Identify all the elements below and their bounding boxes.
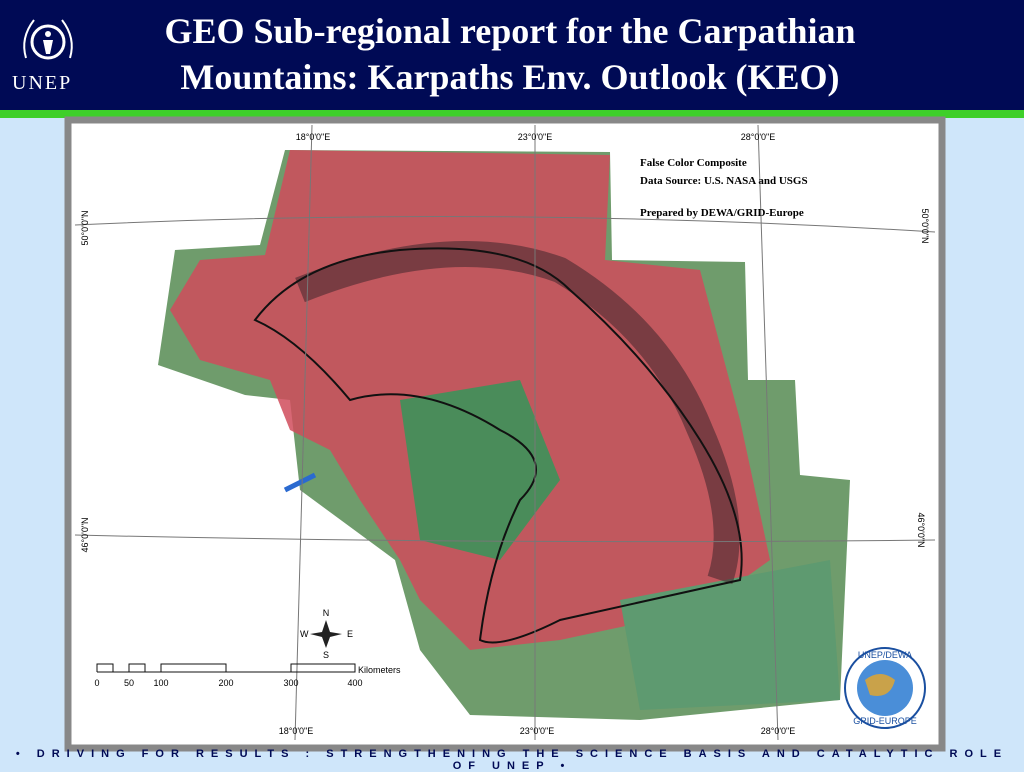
scale-label: 50	[124, 678, 134, 688]
scale-label: 300	[283, 678, 298, 688]
header: UNEP GEO Sub-regional report for the Car…	[0, 0, 1024, 110]
scale-label: 200	[218, 678, 233, 688]
legend-text: False Color Composite	[640, 157, 747, 169]
title: Mountains: Karpaths Env. Outlook (KEO)	[180, 57, 840, 97]
footer: • DRIVING FOR RESULTS : STRENGTHENING TH…	[15, 748, 1009, 772]
badge: UNEP/DEWA GRID-EUROPE	[844, 647, 926, 729]
latitude-label: 50°0'0"N	[920, 208, 930, 243]
badge-text: GRID-EUROPE	[853, 716, 917, 726]
compass-label: E	[347, 629, 353, 639]
latitude-labels: 50°0'0"N 46°0'0"N 50°0'0"N 46°0'0"N	[80, 208, 930, 552]
legend: False Color Composite Data Source: U.S. …	[640, 157, 808, 219]
longitude-label: 18°0'0"E	[279, 726, 314, 736]
latitude-label: 46°0'0"N	[80, 517, 90, 552]
graticule	[74, 124, 936, 741]
compass-label: S	[323, 650, 329, 660]
scale-label: 0	[94, 678, 99, 688]
accent-bar	[0, 110, 1024, 118]
longitude-label: 23°0'0"E	[520, 726, 555, 736]
longitude-label: 23°0'0"E	[518, 132, 553, 142]
logo-text: UNEP	[12, 72, 73, 94]
title: GEO Sub-regional report for the Carpathi…	[164, 11, 856, 51]
scale-bar: Kilometers 0 50 100 200 300 400	[94, 663, 401, 688]
imagery	[158, 150, 850, 720]
scale-label: 400	[347, 678, 362, 688]
latitude-label: 50°0'0"N	[80, 210, 90, 245]
badge-text: UNEP/DEWA	[858, 650, 912, 660]
legend-text: Data Source: U.S. NASA and USGS	[640, 175, 808, 187]
legend-text: Prepared by DEWA/GRID-Europe	[640, 207, 804, 219]
longitude-label: 28°0'0"E	[761, 726, 796, 736]
latitude-label: 46°0'0"N	[916, 512, 926, 547]
longitude-label: 18°0'0"E	[296, 132, 331, 142]
compass: N S E W	[300, 608, 353, 660]
longitude-labels: 18°0'0"E 23°0'0"E 28°0'0"E 18°0'0"E 23°0…	[279, 132, 796, 736]
scale-label: 100	[153, 678, 168, 688]
compass-label: W	[300, 629, 309, 639]
logo-emblem	[23, 19, 73, 60]
scale-unit: Kilometers	[358, 665, 401, 675]
compass-label: N	[323, 608, 330, 618]
longitude-label: 28°0'0"E	[741, 132, 776, 142]
